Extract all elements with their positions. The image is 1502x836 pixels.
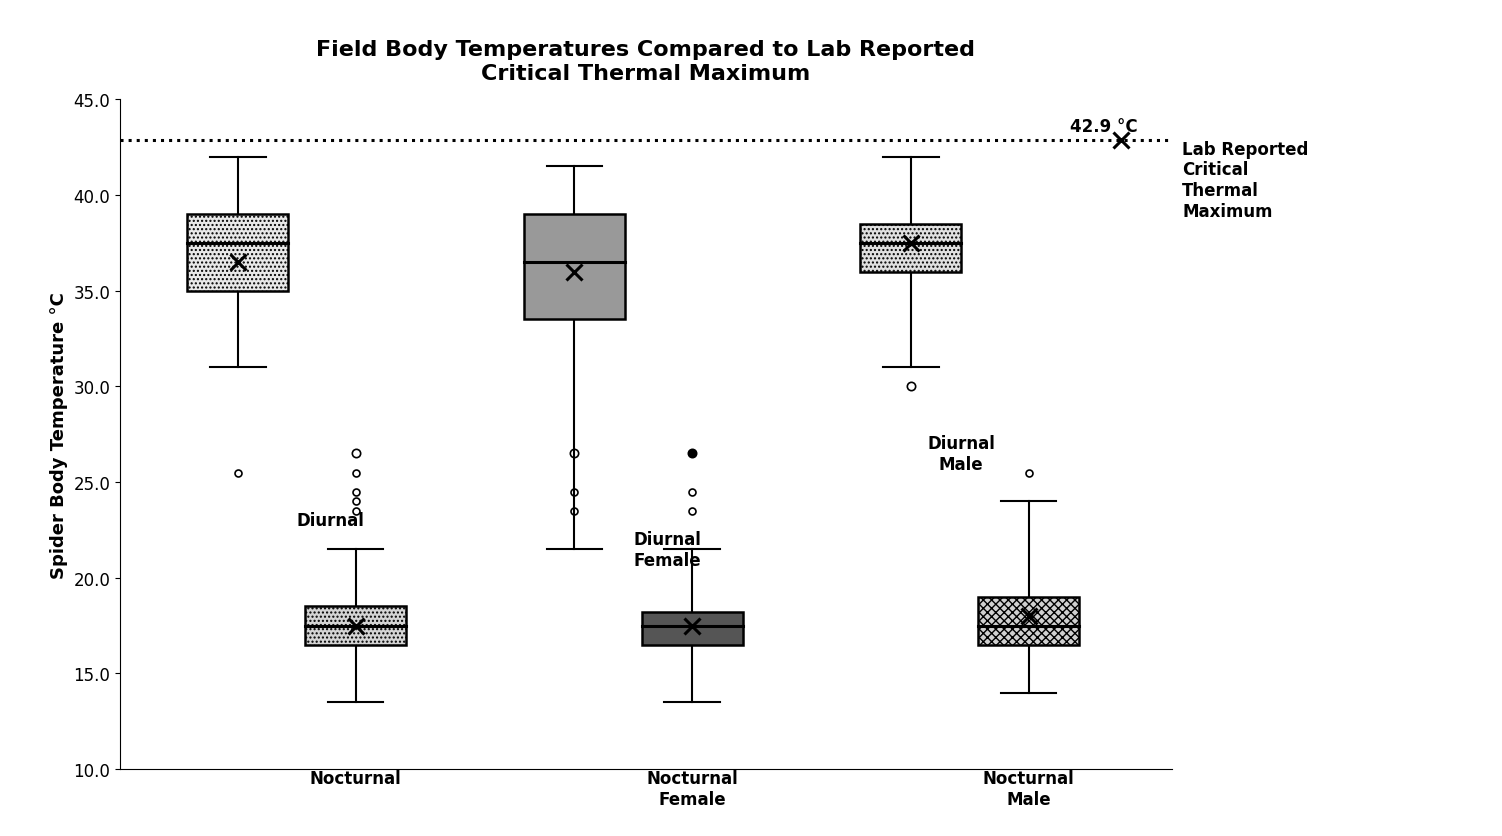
FancyBboxPatch shape <box>188 215 288 292</box>
FancyBboxPatch shape <box>305 607 406 645</box>
Text: Nocturnal: Nocturnal <box>309 769 401 788</box>
Text: 42.9 °C: 42.9 °C <box>1071 118 1139 135</box>
Title: Field Body Temperatures Compared to Lab Reported
Critical Thermal Maximum: Field Body Temperatures Compared to Lab … <box>317 40 975 84</box>
Text: Diurnal
Male: Diurnal Male <box>927 435 996 473</box>
FancyBboxPatch shape <box>641 613 742 645</box>
Text: Lab Reported
Critical
Thermal
Maximum: Lab Reported Critical Thermal Maximum <box>1182 140 1308 221</box>
Y-axis label: Spider Body Temperature °C: Spider Body Temperature °C <box>50 292 68 578</box>
FancyBboxPatch shape <box>524 215 625 320</box>
Text: Diurnal: Diurnal <box>297 511 365 529</box>
Text: Diurnal
Female: Diurnal Female <box>634 530 701 569</box>
Text: Nocturnal
Female: Nocturnal Female <box>646 769 737 808</box>
FancyBboxPatch shape <box>861 225 961 273</box>
FancyBboxPatch shape <box>978 597 1078 645</box>
Text: Nocturnal
Male: Nocturnal Male <box>982 769 1074 808</box>
